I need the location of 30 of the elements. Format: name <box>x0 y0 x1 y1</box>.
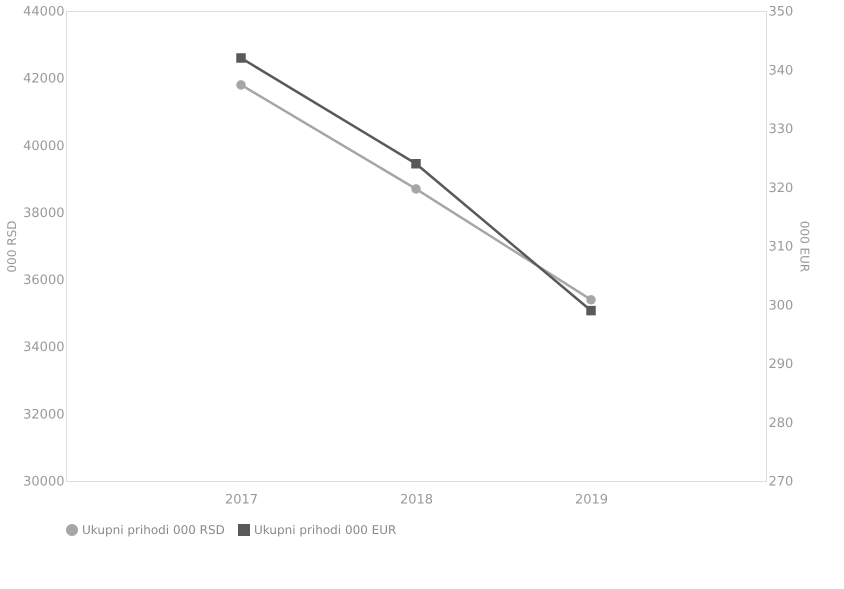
y-axis-title: 000 RSD <box>5 220 20 272</box>
y-tick-label: 34000 <box>23 340 64 356</box>
x-tick-label: 2019 <box>574 492 608 508</box>
y2-tick-label: 280 <box>768 416 794 431</box>
y2-tick-label: 270 <box>768 474 794 490</box>
y2-tick-label: 290 <box>768 357 794 372</box>
y2-tick-label: 310 <box>768 240 794 254</box>
y2-axis-title: 000 EUR <box>797 220 812 272</box>
y-tick-label: 30000 <box>23 474 64 490</box>
legend-label: Ukupni prihodi 000 RSD <box>82 523 225 537</box>
y2-tick-label: 330 <box>768 122 794 137</box>
y-tick-label: 44000 <box>23 4 64 20</box>
legend-label: Ukupni prihodi 000 EUR <box>254 523 396 537</box>
point <box>236 80 246 90</box>
point <box>411 184 421 194</box>
y-tick-label: 42000 <box>23 72 64 87</box>
y2-tick-label: 300 <box>768 298 794 314</box>
point <box>586 294 596 304</box>
x-tick-label: 2018 <box>400 492 434 508</box>
y-tick-label: 40000 <box>23 138 64 154</box>
point <box>586 306 596 316</box>
point <box>236 53 246 63</box>
point <box>411 159 421 168</box>
y-tick-label: 36000 <box>23 273 64 288</box>
y-tick-label: 38000 <box>23 206 64 221</box>
y-tick-label: 32000 <box>23 407 64 422</box>
y2-tick-label: 320 <box>768 180 794 196</box>
x-tick-label: 2017 <box>224 492 258 508</box>
y2-tick-label: 340 <box>768 63 794 78</box>
y2-tick-label: 350 <box>768 4 794 20</box>
